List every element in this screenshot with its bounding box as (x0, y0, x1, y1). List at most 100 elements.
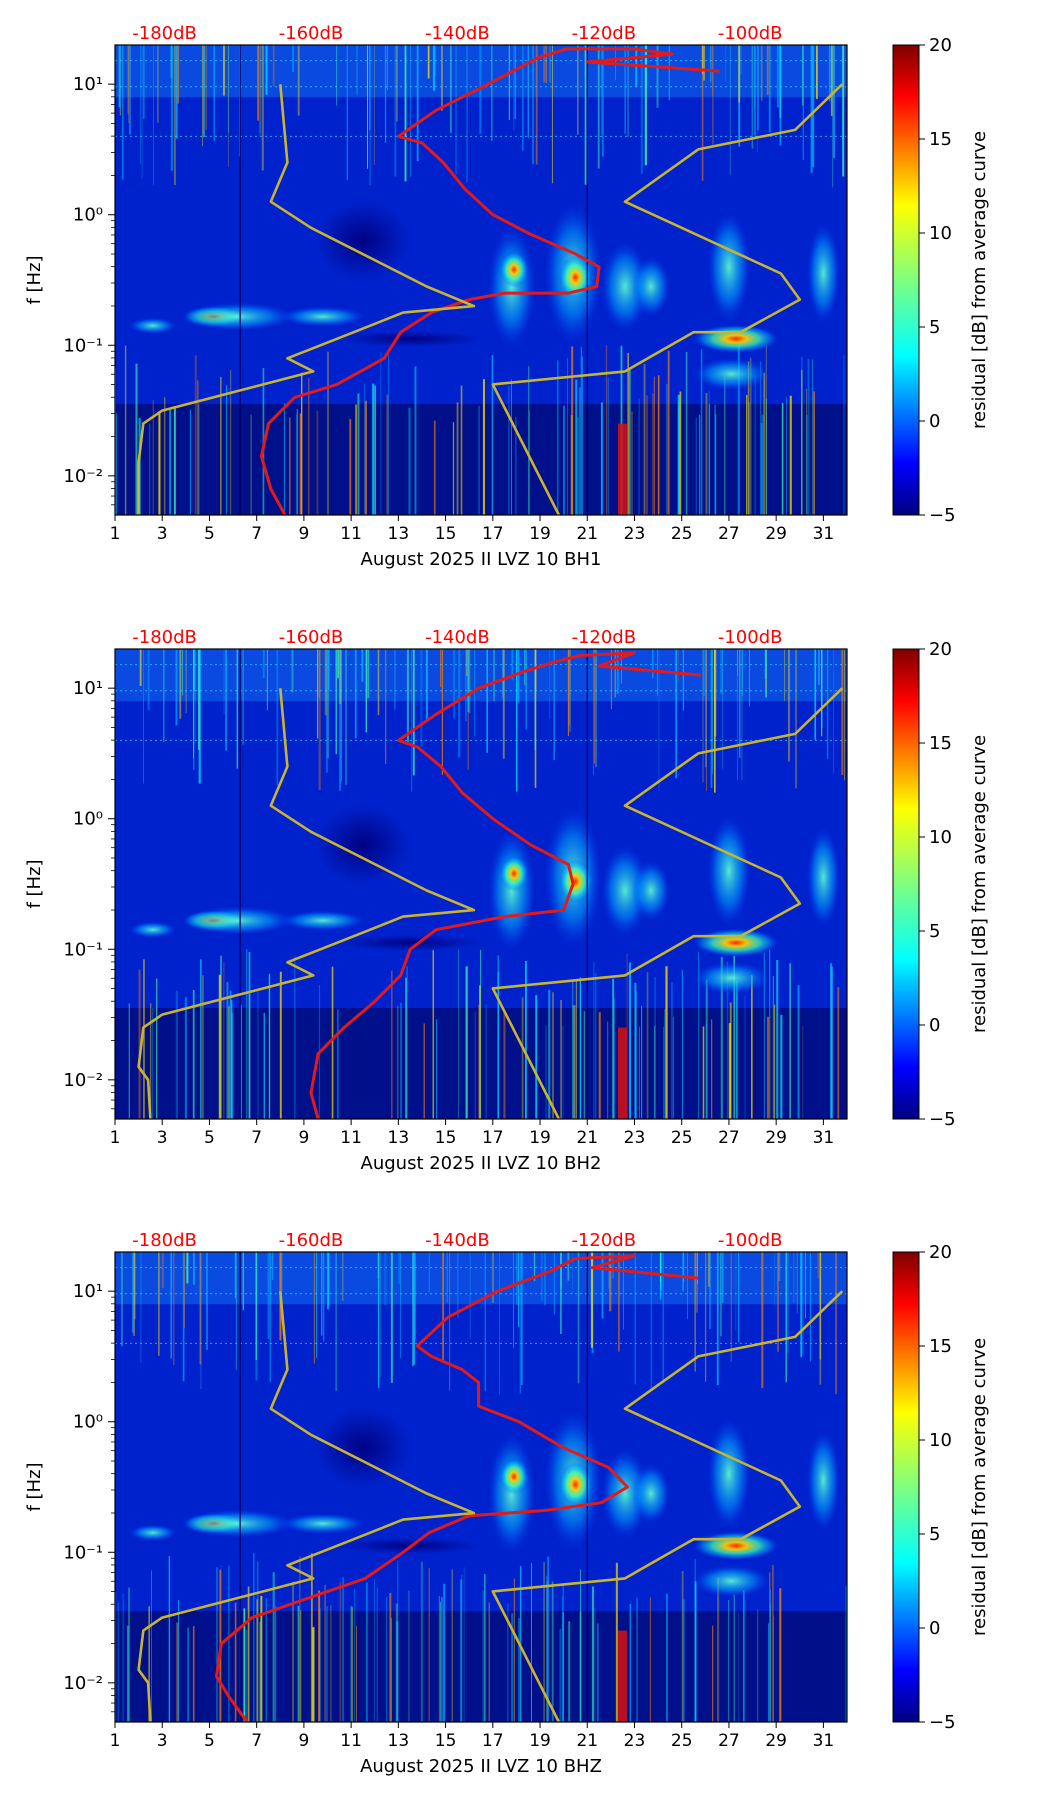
colorbar-label: residual [dB] from average curve (969, 1338, 990, 1636)
x-tick-label: 25 (671, 1128, 693, 1148)
x-axis-label: August 2025 II LVZ 10 BH2 (361, 1153, 602, 1174)
noise-blob (707, 815, 751, 926)
x-tick-label: 7 (251, 524, 262, 544)
transient-band (617, 423, 627, 515)
plot-frame (114, 1251, 848, 1723)
low-noise-model-line (137, 1291, 476, 1722)
x-tick-label: 15 (435, 524, 457, 544)
x-tick-label: 3 (157, 1128, 168, 1148)
average-PSD-curve-line (309, 651, 701, 1119)
y-tick-label: 10¹ (73, 74, 103, 95)
x-tick-label: 17 (482, 1128, 504, 1148)
noise-blob (558, 1462, 592, 1507)
x-tick-label: 31 (813, 1731, 835, 1751)
noise-blob (693, 324, 779, 353)
x-tick-label: 29 (765, 1128, 787, 1148)
heatmap-area (115, 45, 847, 515)
y-axis-label: f [Hz] (24, 1462, 45, 1511)
noise-blob (806, 1430, 840, 1531)
y-tick-label: 10⁻² (63, 1673, 103, 1694)
noise-blob (280, 1513, 366, 1534)
x-tick-label: 11 (340, 524, 362, 544)
top-db-label: -180dB (132, 23, 197, 44)
colorbar-tick-label: 15 (929, 1336, 952, 1357)
noise-blob (806, 223, 840, 324)
colorbar-tick-label: −5 (929, 1109, 956, 1130)
colorbar-tick-label: 0 (929, 411, 940, 432)
top-db-label: -120dB (571, 1230, 636, 1251)
x-tick-label: 27 (718, 1128, 740, 1148)
noise-blob (707, 1418, 751, 1529)
x-tick-label: 21 (576, 1128, 598, 1148)
heatmap-low-band (115, 1611, 847, 1722)
x-tick-label: 25 (671, 524, 693, 544)
x-tick-label: 9 (298, 1128, 309, 1148)
colorbar-tick-label: 10 (929, 223, 952, 244)
colorbar-tick-label: 20 (929, 639, 952, 660)
noise-blob (806, 827, 840, 928)
heatmap-area (115, 649, 847, 1119)
y-tick-label: 10¹ (73, 1281, 103, 1302)
noise-blob (315, 1407, 411, 1488)
x-tick-label: 21 (576, 524, 598, 544)
colorbar-tick-label: 10 (929, 1430, 952, 1451)
high-noise-model-line (491, 1290, 844, 1722)
x-tick-label: 3 (157, 1731, 168, 1751)
colorbar-tick-label: 20 (929, 1242, 952, 1263)
noise-blob (693, 358, 770, 390)
x-tick-label: 9 (298, 524, 309, 544)
noise-blob (499, 251, 529, 288)
high-noise-model-line (491, 83, 844, 515)
top-db-label: -160dB (279, 1230, 344, 1251)
top-db-label: -160dB (279, 627, 344, 648)
noise-blob (129, 1524, 177, 1541)
noise-blob (558, 859, 592, 904)
colorbar (892, 44, 920, 516)
colorbar-tick-label: 15 (929, 733, 952, 754)
noise-blob (181, 302, 295, 331)
x-tick-label: 31 (813, 524, 835, 544)
y-tick-label: 10¹ (73, 678, 103, 699)
x-tick-label: 11 (340, 1128, 362, 1148)
high-noise-model-line (491, 687, 844, 1119)
x-tick-label: 11 (340, 1731, 362, 1751)
x-tick-label: 29 (765, 524, 787, 544)
y-tick-label: 10⁰ (73, 1412, 103, 1433)
x-tick-label: 29 (765, 1731, 787, 1751)
low-noise-model-line (137, 688, 476, 1119)
x-tick-label: 17 (482, 1731, 504, 1751)
top-db-label: -120dB (571, 627, 636, 648)
x-tick-label: 5 (204, 524, 215, 544)
colorbar (892, 1251, 920, 1723)
top-db-label: -160dB (279, 23, 344, 44)
noise-blob (693, 1565, 770, 1597)
x-tick-label: 15 (435, 1731, 457, 1751)
top-db-label: -140dB (425, 627, 490, 648)
colorbar-tick-label: 10 (929, 827, 952, 848)
x-tick-label: 5 (204, 1128, 215, 1148)
x-tick-label: 13 (388, 524, 410, 544)
plot-frame (114, 44, 848, 516)
noise-blob (181, 1509, 295, 1538)
x-tick-label: 17 (482, 524, 504, 544)
x-tick-label: 23 (624, 1128, 646, 1148)
x-tick-label: 27 (718, 1731, 740, 1751)
top-db-label: -140dB (425, 1230, 490, 1251)
y-tick-label: 10⁰ (73, 205, 103, 226)
x-tick-label: 1 (110, 1731, 121, 1751)
noise-blob (707, 211, 751, 322)
y-tick-label: 10⁻² (63, 1070, 103, 1091)
top-db-label: -100dB (718, 1230, 783, 1251)
x-axis-label: August 2025 II LVZ 10 BH1 (361, 549, 602, 570)
colorbar-label: residual [dB] from average curve (969, 735, 990, 1033)
y-tick-label: 10⁻² (63, 466, 103, 487)
colorbar-tick-label: −5 (929, 505, 956, 526)
transient-band (617, 1027, 627, 1119)
x-tick-label: 1 (110, 524, 121, 544)
noise-blob (693, 1531, 779, 1560)
x-tick-label: 19 (529, 1731, 551, 1751)
